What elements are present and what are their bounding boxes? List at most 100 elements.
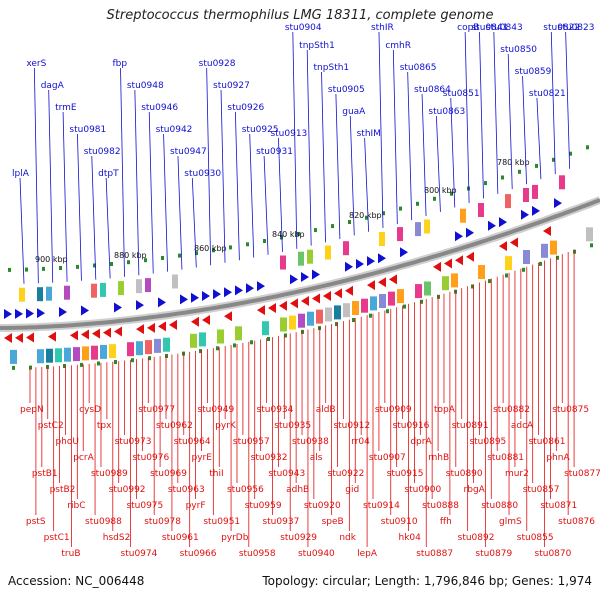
forward-gene-arrow [466, 227, 474, 238]
forward-feature-block [91, 283, 97, 298]
reverse-gene-label: stu0935 [274, 421, 311, 431]
forward-leader-line [335, 93, 341, 239]
reverse-gene-label: stu0881 [487, 453, 524, 463]
reverse-gene-label: stu0969 [150, 469, 187, 479]
forward-gene-label: stu0925 [242, 125, 279, 135]
inner-tick [590, 243, 593, 248]
outer-tick [25, 267, 28, 272]
reverse-gene-label: pstC1 [44, 533, 70, 543]
reverse-feature-block [280, 317, 287, 332]
inner-tick [573, 249, 576, 254]
inner-tick [63, 364, 66, 368]
forward-leader-line [48, 89, 54, 283]
forward-gene-arrow [235, 285, 243, 296]
reverse-feature-block [64, 347, 71, 362]
reverse-gene-label: rnhB [428, 453, 449, 463]
forward-gene-label: stu0926 [227, 103, 264, 113]
reverse-gene-arrow [312, 293, 320, 304]
outer-tick [501, 175, 504, 180]
reverse-gene-label: stu0887 [416, 549, 453, 559]
reverse-gene-arrow [499, 241, 507, 252]
forward-gene-arrow [521, 209, 529, 220]
reverse-gene-arrow [378, 277, 386, 288]
reverse-feature-block [145, 340, 152, 355]
reverse-feature-block [343, 303, 350, 318]
reverse-gene-label: stu0916 [393, 421, 430, 431]
reverse-gene-label: stu0907 [369, 453, 406, 463]
reverse-gene-label: stu0910 [381, 517, 418, 527]
reverse-feature-block [82, 346, 89, 361]
reverse-feature-block [217, 329, 224, 344]
reverse-gene-label: stu0961 [162, 533, 199, 543]
reverse-feature-block [325, 307, 332, 322]
reverse-gene-arrow [202, 314, 210, 325]
outer-tick [552, 157, 555, 162]
reverse-gene-arrow [334, 288, 342, 299]
reverse-feature-block [163, 337, 170, 352]
forward-gene-label: stu0948 [127, 81, 164, 91]
accession-label: Accession: NC_006448 [8, 574, 145, 588]
scale-label: 840 kbp [272, 230, 305, 239]
inner-tick [284, 333, 287, 338]
reverse-gene-label: adcA [511, 421, 534, 431]
forward-gene-label: stu0982 [84, 147, 121, 157]
reverse-gene-label: stu0932 [251, 453, 288, 463]
forward-gene-arrow [4, 308, 12, 319]
reverse-gene-label: stu0938 [292, 437, 329, 447]
reverse-gene-arrow [290, 298, 298, 309]
forward-leader-line [206, 67, 212, 266]
forward-gene-label: guaA [342, 107, 366, 117]
reverse-gene-label: stu0861 [529, 437, 566, 447]
outer-tick [331, 224, 334, 229]
reverse-feature-block [415, 284, 422, 299]
reverse-gene-label: stu0855 [517, 533, 554, 543]
forward-gene-arrow [345, 261, 353, 272]
forward-feature-block [172, 274, 178, 289]
forward-gene-label: xerS [26, 59, 46, 69]
reverse-gene-label: stu0989 [91, 469, 128, 479]
forward-gene-arrow [136, 300, 144, 311]
forward-feature-block [478, 203, 484, 217]
forward-gene-label: stu0931 [256, 147, 293, 157]
inner-tick [233, 343, 236, 348]
inner-tick [556, 255, 559, 260]
forward-leader-line [493, 31, 499, 194]
inner-tick [437, 294, 440, 299]
reverse-gene-label: stu0966 [180, 549, 217, 559]
reverse-gene-label: stu0882 [493, 405, 530, 415]
forward-gene-label: stu0947 [170, 147, 207, 157]
forward-gene-arrow [356, 258, 364, 269]
reverse-gene-arrow [323, 291, 331, 302]
reverse-gene-arrow [455, 255, 463, 266]
forward-leader-line [407, 71, 413, 221]
reverse-feature-block [37, 349, 44, 364]
outer-tick [280, 235, 283, 240]
forward-gene-label: stu0851 [443, 89, 480, 99]
reverse-feature-block [424, 281, 431, 296]
reverse-gene-label: stu0958 [239, 549, 276, 559]
forward-gene-label: stu0946 [141, 103, 178, 113]
forward-feature-block [280, 255, 286, 270]
reverse-gene-label: stu0879 [475, 549, 512, 559]
forward-feature-block [397, 227, 403, 242]
forward-gene-arrow [499, 217, 507, 228]
forward-gene-arrow [367, 256, 375, 267]
reverse-gene-label: ndk [339, 533, 356, 543]
reverse-gene-arrow [466, 251, 474, 262]
reverse-gene-label: stu0871 [540, 501, 577, 511]
reverse-gene-label: tpx [97, 421, 112, 431]
genome-backbone [0, 198, 600, 330]
reverse-feature-block [307, 311, 314, 326]
reverse-feature-block [109, 344, 116, 359]
reverse-gene-label: stu0934 [257, 405, 294, 415]
reverse-feature-block [10, 349, 17, 364]
reverse-feature-block [523, 250, 530, 264]
reverse-gene-label: stu0870 [535, 549, 572, 559]
outer-tick [59, 266, 62, 270]
inner-tick [250, 340, 253, 345]
reverse-gene-label: pyrF [186, 501, 206, 511]
forward-feature-block [19, 287, 25, 302]
outer-tick [212, 248, 215, 253]
reverse-gene-arrow [169, 319, 177, 330]
scale-label: 900 kbp [35, 255, 68, 264]
